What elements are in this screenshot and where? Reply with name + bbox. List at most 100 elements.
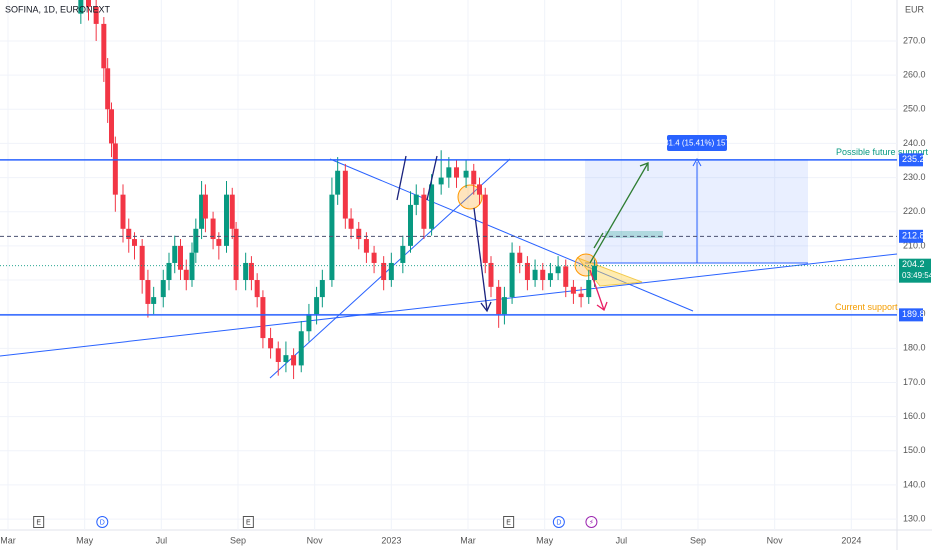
candle-body (488, 262, 494, 287)
candle-body (178, 245, 183, 270)
candle-body (183, 269, 189, 281)
event-marker (552, 516, 565, 528)
y-tick-label: 150.0 (903, 445, 926, 455)
x-tick-label: May (536, 535, 554, 545)
down-arrow (473, 207, 488, 311)
y-tick-label: 170.0 (903, 377, 926, 387)
y-tick-label: 260.0 (903, 70, 926, 80)
highlight-circle (457, 184, 483, 210)
candle-body (342, 170, 348, 219)
candle-body (193, 228, 199, 253)
candle-body (126, 228, 132, 240)
x-tick-label: Jul (616, 535, 628, 545)
last-price: 204.2 (902, 259, 925, 269)
trend-line (0, 253, 898, 357)
candle-body (229, 194, 235, 229)
y-tick-label: 140.0 (903, 479, 926, 489)
candle-body (540, 269, 546, 281)
candle-body (86, 0, 91, 7)
trend-line (329, 158, 694, 312)
level-tag: 189.8 (902, 309, 925, 319)
candle-body (151, 297, 157, 304)
event-marker (242, 516, 254, 528)
candle-body (248, 262, 254, 281)
event-label: ⚡ (589, 518, 594, 526)
candles (78, 0, 597, 380)
candle-body (363, 239, 369, 253)
levels (0, 159, 897, 316)
y-tick-label: 230.0 (903, 172, 926, 182)
candle-body (335, 170, 341, 195)
y-tick-label: 220.0 (903, 206, 926, 216)
candle-body (446, 167, 452, 178)
x-tick-label: Sep (230, 535, 246, 545)
candle-body (532, 269, 538, 281)
candle-body (454, 167, 459, 178)
candle-body (260, 297, 266, 339)
down-arrow (589, 269, 605, 311)
up-arrow (589, 162, 649, 264)
candle-body (216, 239, 222, 246)
annotation: Current support (835, 302, 898, 312)
candle-body (120, 194, 126, 229)
candle-body (105, 68, 111, 110)
candle-body (547, 273, 553, 281)
event-label: E (506, 519, 511, 526)
measure-label: 31.4 (15.41%) 157 (664, 139, 730, 148)
candle-body (578, 293, 584, 298)
x-tick-label: 2024 (841, 535, 861, 545)
x-tick-label: Mar (0, 535, 16, 545)
candle-body (319, 280, 325, 298)
candle-body (172, 245, 178, 263)
candle-body (463, 170, 469, 178)
candle-body (592, 265, 597, 281)
candle-body (291, 355, 297, 366)
level-tag-bg (899, 308, 923, 322)
candle-body (400, 245, 406, 263)
chart-title: SOFINA, 1D, EURONEXT (5, 4, 111, 14)
candle-body (413, 194, 419, 205)
candle-body (283, 355, 289, 362)
candle-body (496, 286, 502, 315)
level-tag-bg (899, 229, 923, 243)
x-tick-label: Jul (156, 535, 168, 545)
candle-body (233, 228, 239, 281)
event-marker (585, 516, 598, 528)
candle-body (438, 177, 444, 185)
candle-body (224, 194, 229, 246)
candle-body (109, 109, 114, 144)
candle-body (408, 204, 413, 246)
candle-body (139, 245, 145, 281)
candle-body (429, 184, 435, 229)
event-label: D (556, 519, 561, 526)
candle-body (471, 170, 477, 185)
candle-body (586, 280, 592, 298)
last-price-bg (899, 258, 931, 283)
candle-body (112, 143, 118, 195)
x-tick-label: Mar (460, 535, 476, 545)
candle-body (388, 262, 394, 281)
candle-body (210, 218, 216, 240)
candle-body (524, 262, 530, 281)
level-tag: 235.2 (902, 154, 925, 164)
labels: 130.0140.0150.0160.0170.0180.0190.0200.0… (0, 35, 932, 545)
candle-body (189, 252, 195, 281)
candle-body (166, 262, 172, 281)
annotation: Possible future support (836, 147, 929, 157)
candle-body (275, 348, 281, 362)
x-tick-label: Sep (690, 535, 706, 545)
candle-body (268, 338, 274, 349)
candle-body (314, 297, 320, 315)
x-tick-label: Nov (307, 535, 324, 545)
candle-body (477, 184, 482, 195)
up-arrow (593, 232, 604, 249)
target-zone (605, 231, 663, 238)
candle-body (482, 194, 488, 263)
candle-body (371, 252, 377, 263)
candle-body (101, 23, 107, 69)
arrowhead (480, 301, 492, 313)
candle-body (93, 6, 99, 24)
candle-body (254, 280, 260, 298)
candle-body (160, 280, 166, 298)
